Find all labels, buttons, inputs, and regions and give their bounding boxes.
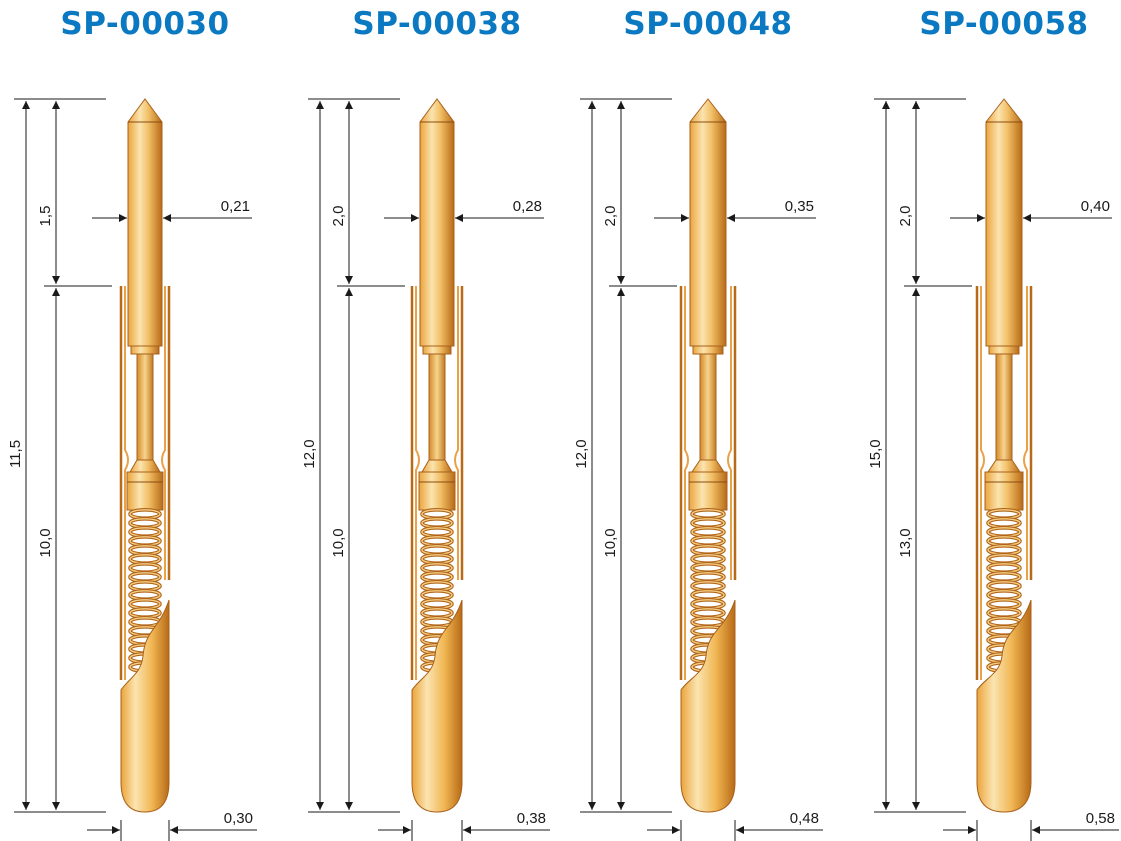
probe-model-title: SP-00030: [60, 6, 230, 42]
plunger-collar: [692, 345, 724, 355]
plunger-shaft: [995, 353, 1013, 461]
plunger-body: [126, 471, 164, 511]
plunger-tip: [985, 98, 1023, 347]
barrel-wall: [975, 286, 1033, 680]
barrel-diameter-label: 0,38: [517, 810, 546, 827]
barrel-bottom: [120, 599, 170, 813]
barrel-inner-wall: [415, 286, 459, 680]
plunger-shaft: [136, 353, 154, 461]
barrel-diameter-label: 0,58: [1086, 810, 1115, 827]
plunger-collar: [988, 345, 1020, 355]
barrel-wall: [119, 286, 171, 680]
barrel-bottom: [680, 599, 736, 813]
barrel-diameter-label: 0,48: [790, 810, 819, 827]
tip-length-label: 2,0: [897, 206, 914, 227]
probe-sp-00038: 12,0 2,0 10,0 0,28 0,38: [301, 98, 550, 841]
probe-sp-00058: 15,0 2,0 13,0 0,40 0,58: [867, 98, 1119, 841]
plunger-tip: [689, 98, 727, 347]
plunger-body: [984, 471, 1024, 511]
probe-sp-00030: 11,5 1,5 10,0 0,21 0,30: [7, 98, 257, 841]
plunger-shaft: [699, 353, 717, 461]
plunger-collar: [422, 345, 452, 355]
barrel-length-label: 10,0: [37, 528, 54, 557]
total-length-label: 12,0: [573, 439, 590, 468]
plunger-body: [418, 471, 456, 511]
barrel-length-label: 13,0: [897, 528, 914, 557]
total-length-label: 11,5: [7, 440, 24, 468]
total-length-label: 12,0: [301, 439, 318, 468]
plunger-tip: [127, 98, 163, 347]
plunger-collar: [130, 345, 160, 355]
barrel-length-label: 10,0: [330, 528, 347, 557]
plunger-diameter-label: 0,21: [221, 198, 250, 215]
tip-length-label: 2,0: [602, 206, 619, 227]
plunger-diameter-label: 0,28: [513, 198, 542, 215]
tip-length-label: 1,5: [37, 206, 54, 227]
barrel-length-label: 10,0: [602, 528, 619, 557]
plunger-body: [688, 471, 728, 511]
plunger-diameter-label: 0,40: [1081, 198, 1110, 215]
probe-model-title: SP-00048: [623, 6, 793, 42]
barrel-inner-wall: [684, 286, 732, 680]
barrel-bottom: [411, 599, 463, 813]
plunger-tip: [419, 98, 455, 347]
probe-model-title: SP-00058: [919, 6, 1089, 42]
plunger-shaft: [428, 353, 446, 461]
barrel-bottom: [976, 599, 1032, 813]
plunger-diameter-label: 0,35: [785, 198, 814, 215]
barrel-diameter-label: 0,30: [224, 810, 253, 827]
probe-model-title: SP-00038: [352, 6, 522, 42]
barrel-inner-wall: [980, 286, 1028, 680]
tip-length-label: 2,0: [330, 206, 347, 227]
barrel-inner-wall: [124, 286, 166, 680]
probe-sp-00048: 12,0 2,0 10,0 0,35 0,48: [573, 98, 823, 841]
barrel-wall: [410, 286, 464, 680]
total-length-label: 15,0: [867, 439, 884, 468]
barrel-wall: [679, 286, 737, 680]
